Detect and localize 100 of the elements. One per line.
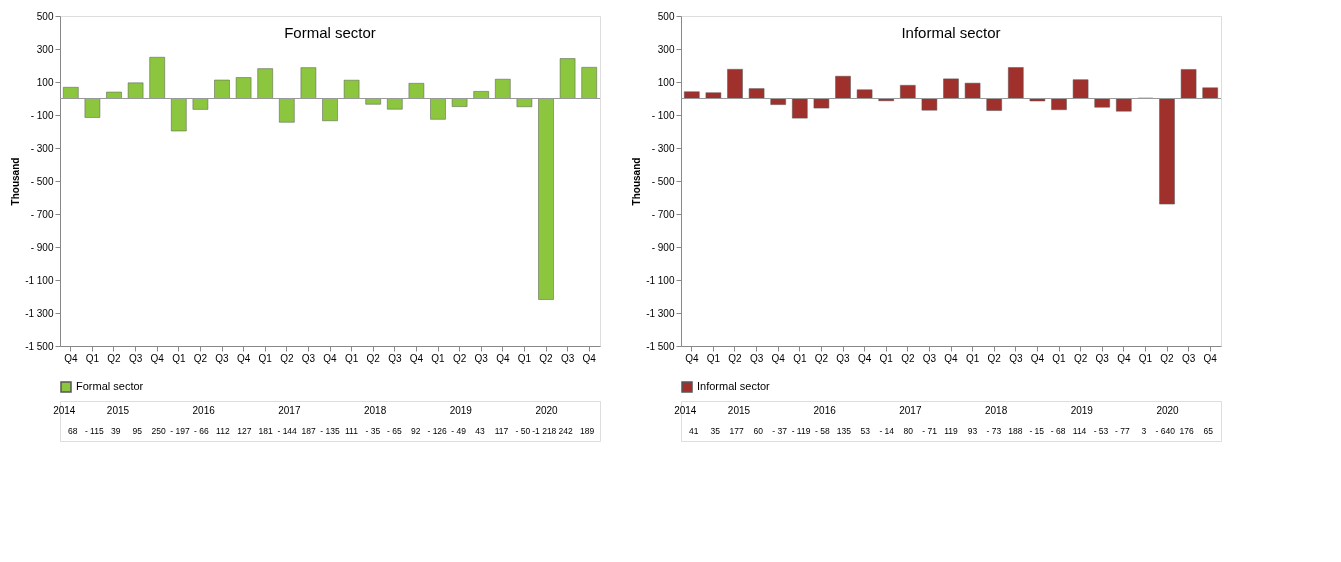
data-label: - 35 [365,426,381,436]
y-tick-label: -1 300 [646,307,675,319]
y-tick-label: - 100 [651,109,675,121]
text: 2017 [278,405,301,416]
x-tick-label: Q2 [539,352,554,364]
y-tick-label: - 500 [651,175,675,187]
data-label: - 73 [986,426,1002,436]
x-tick-label: Q2 [814,352,829,364]
x-tick-label: Q1 [1052,352,1067,364]
data-label: - 71 [922,426,938,436]
data-label: 177 [729,426,745,436]
y-tick-label: 500 [657,10,675,22]
data-label: 60 [753,426,764,436]
text: 2015 [106,405,130,416]
text: 2019 [449,405,473,416]
x-tick-label: Q3 [749,352,764,364]
y-tick-label: -1 500 [25,340,54,352]
data-label: - 50 [515,426,531,436]
data-label: - 115 [84,426,104,436]
x-tick-label: Q4 [236,352,251,364]
data-label: - 49 [451,426,467,436]
x-tick-label: Q3 [301,352,316,364]
text: Formal sector [284,24,376,41]
data-label: 242 [558,426,574,436]
data-label: 188 [1008,426,1023,436]
text: 2017 [899,405,922,416]
y-tick-label: 500 [36,10,54,22]
y-tick-label: -1 500 [646,340,675,352]
data-label: 35 [710,426,721,436]
data-label: 111 [344,426,359,436]
y-axis-title: Thousand [631,157,643,206]
x-tick-label: Q4 [944,352,959,364]
x-tick-label: Q1 [1138,352,1153,364]
x-tick-label: Q4 [685,352,699,364]
data-label: - 37 [772,426,788,436]
x-tick-label: Q2 [366,352,381,364]
data-label: - 119 [791,426,811,436]
x-tick-label: Q1 [706,352,721,364]
x-tick-label: Q4 [582,352,597,364]
text: 2016 [192,405,216,416]
x-tick-label: Q3 [128,352,143,364]
data-label: 117 [494,426,509,436]
y-tick-label: -1 300 [25,307,54,319]
x-tick-label: Q1 [344,352,359,364]
y-tick-label: - 900 [651,241,675,253]
data-label: - 15 [1029,426,1045,436]
text: 2018 [363,405,387,416]
x-tick-label: Q4 [150,352,165,364]
x-tick-label: Q3 [922,352,937,364]
x-tick-label: Q2 [107,352,122,364]
x-tick-label: Q2 [1073,352,1088,364]
legend-label: Formal sector [76,380,144,392]
data-label: - 77 [1115,426,1131,436]
x-tick-label: Q2 [280,352,294,364]
data-label: 189 [580,426,595,436]
x-tick-label: Q4 [857,352,872,364]
x-tick-label: Q1 [431,352,446,364]
x-tick-label: Q4 [771,352,786,364]
data-label: 119 [944,426,959,436]
data-label: - 197 [170,426,190,436]
data-label: 127 [237,426,252,436]
x-tick-label: Q2 [901,352,915,364]
x-tick-label: Q1 [965,352,980,364]
data-label: 181 [258,426,274,436]
text: 2020 [1156,405,1180,416]
y-tick-label: - 300 [30,142,54,154]
data-label: - 126 [427,426,448,436]
x-tick-label: Q1 [85,352,100,364]
x-tick-label: Q2 [1160,352,1175,364]
data-label: 187 [301,426,316,436]
text: 2014 [674,405,697,416]
x-tick-label: Q4 [496,352,510,364]
x-tick-label: Q2 [193,352,208,364]
y-tick-label: - 700 [651,208,675,220]
data-label: 65 [1203,426,1214,436]
legend-label: Informal sector [697,380,771,392]
x-tick-label: Q3 [1181,352,1196,364]
x-tick-label: Q4 [323,352,338,364]
data-label: - 58 [815,426,831,436]
data-label: - 66 [194,426,210,436]
text: 2016 [813,405,837,416]
y-tick-label: - 100 [30,109,54,121]
x-tick-label: Q2 [728,352,743,364]
data-label: - 135 [320,426,340,436]
data-label: - 68 [1050,426,1066,436]
x-tick-label: Q4 [1030,352,1045,364]
x-tick-label: Q1 [879,352,894,364]
data-label: 250 [151,426,166,436]
x-tick-label: Q3 [474,352,489,364]
data-label: 68 [68,426,78,436]
text: 2020 [535,405,559,416]
text: Informal sector [901,24,1001,41]
data-label: 80 [903,426,914,436]
text: 2015 [727,405,751,416]
x-tick-label: Q3 [560,352,575,364]
x-tick-label: Q3 [215,352,230,364]
x-tick-label: Q4 [1203,352,1218,364]
data-label: 39 [110,426,121,436]
data-label: -1 218 [532,426,557,436]
data-label: 112 [216,426,230,436]
